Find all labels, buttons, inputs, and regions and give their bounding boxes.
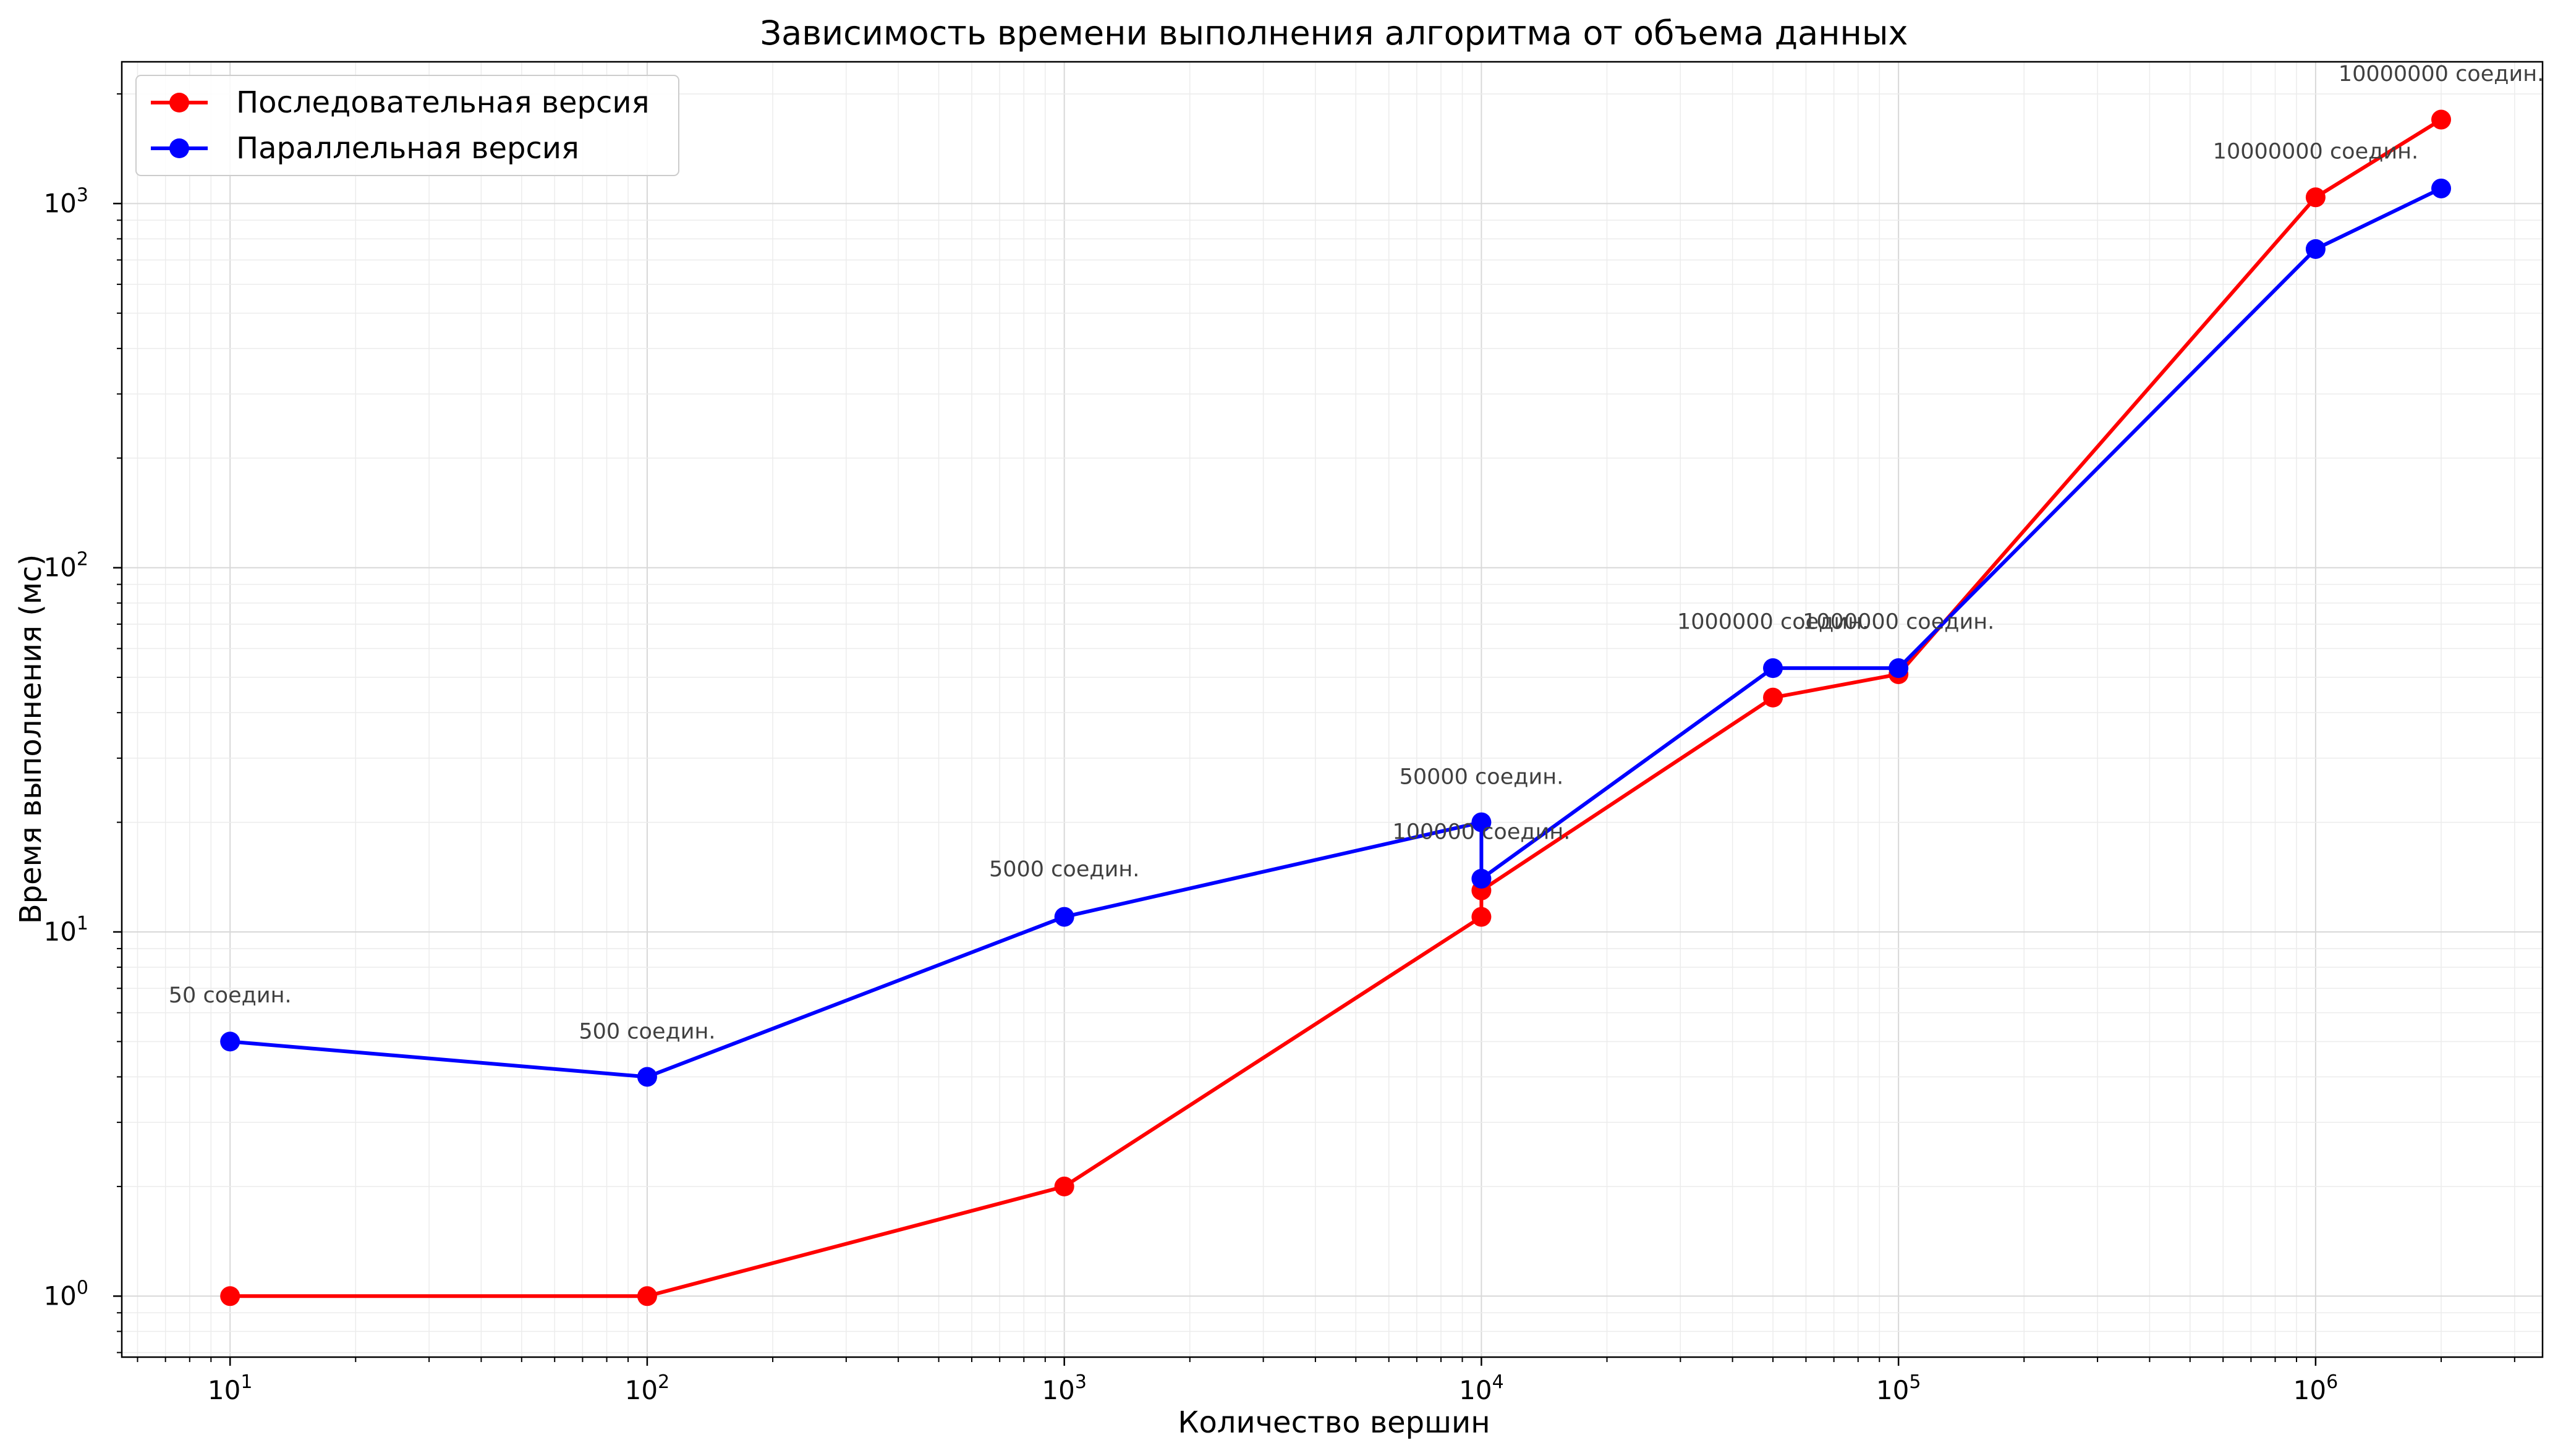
annotation-label: 10000000 соедин. [2339, 62, 2544, 87]
annotation-label: 50 соедин. [169, 983, 292, 1008]
legend-label: Параллельная версия [236, 131, 579, 166]
x-tick-label: 106 [2293, 1371, 2339, 1405]
series-1-point [1471, 907, 1492, 927]
series-1-point [220, 1286, 240, 1306]
series-2-point [220, 1031, 240, 1052]
series-1-point [1763, 687, 1783, 708]
x-tick-label: 103 [1042, 1371, 1087, 1405]
series-2-point [1763, 658, 1783, 679]
annotation-label: 10000000 соедин. [2213, 139, 2418, 164]
series-1-point [1054, 1176, 1074, 1196]
legend-swatch-marker [169, 138, 189, 158]
series-1-point [637, 1286, 657, 1306]
y-tick-label: 101 [43, 913, 88, 947]
x-tick-label: 104 [1459, 1371, 1504, 1405]
legend-swatch-marker [169, 93, 189, 112]
series-2-point [637, 1067, 657, 1087]
y-tick-label: 102 [43, 549, 88, 583]
legend-label: Последовательная версия [236, 85, 649, 120]
x-tick-label: 101 [208, 1371, 253, 1405]
annotations: 50 соедин. 500 соедин. 5000 соедин. 50000 с… [169, 62, 2544, 1044]
series-2-point [1054, 907, 1074, 927]
y-tick-label: 100 [43, 1277, 88, 1311]
legend-box [135, 75, 679, 176]
series-2-point [2431, 178, 2452, 198]
annotation-label: 50000 соедин. [1400, 764, 1564, 789]
plot-frame [121, 61, 2544, 1358]
series-line-1 [230, 117, 2442, 1298]
axes: 101 102 103 104 105 106 100 101 102 103 [43, 61, 2544, 1405]
chart-title: Зависимость времени выполнения алгоритма… [760, 14, 1908, 53]
legend: Последовательная версия Параллельная верс… [135, 75, 679, 176]
annotation-label: 500 соедин. [579, 1019, 715, 1044]
x-axis-label: Количество вершин [1178, 1405, 1490, 1440]
series-2-point [1889, 658, 1909, 679]
series-2-point [2305, 239, 2326, 259]
series-2-point [1471, 868, 1492, 889]
annotation-label: 1000000 соедин. [1677, 609, 1869, 634]
annotation-label: 5000 соедин. [989, 857, 1139, 882]
series-lines [220, 109, 2452, 1306]
annotation-label: 100000 соедин. [1392, 820, 1570, 845]
series-1-point [2305, 187, 2326, 208]
x-tick-label: 105 [1876, 1371, 1921, 1405]
y-axis-label: Время выполнения (мс) [14, 554, 48, 925]
series-line-2 [229, 187, 2442, 1079]
series-1-point [2431, 109, 2452, 130]
y-tick-label: 103 [43, 184, 88, 218]
grid [122, 62, 2543, 1357]
annotation-label: 1000000 соедин. [1803, 609, 1994, 634]
series-2-point [1471, 812, 1492, 832]
x-tick-label: 102 [625, 1371, 670, 1405]
